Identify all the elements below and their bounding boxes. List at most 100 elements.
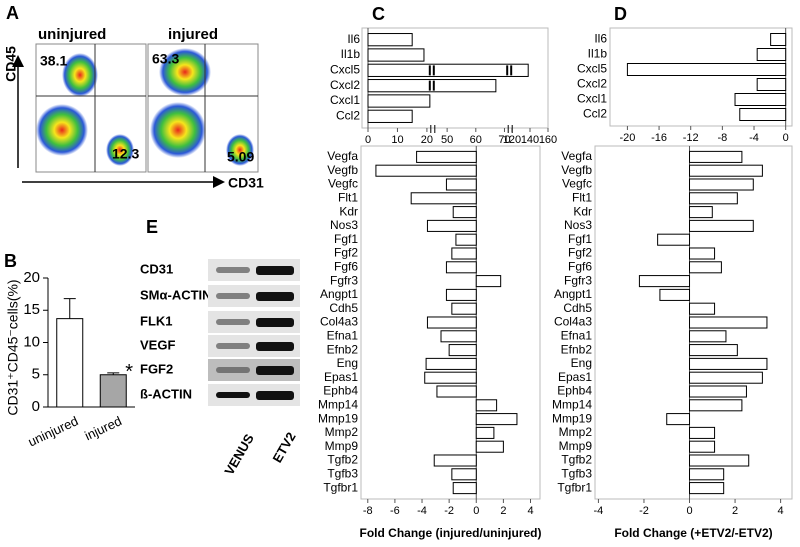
y-tick-label: 0 (32, 398, 40, 415)
band (256, 391, 294, 400)
category-label: Nos3 (564, 218, 592, 232)
bar (689, 468, 725, 481)
bar (689, 247, 716, 260)
x-tick-label: -4 (417, 505, 427, 517)
quadrant-value: 63.3 (152, 51, 179, 67)
band (256, 292, 294, 301)
x-tick-label: 4 (527, 505, 533, 517)
flow-plot (35, 43, 259, 173)
bar (689, 371, 763, 384)
quadrant-value: 5.09 (227, 149, 254, 165)
plot-frame (361, 27, 549, 129)
bar (626, 63, 787, 76)
bar (99, 374, 127, 408)
protein-label: FGF2 (140, 361, 173, 376)
band (216, 267, 250, 273)
lane-label: ETV2 (269, 430, 298, 466)
bar (734, 93, 787, 106)
x-tick-label: 70 (498, 134, 510, 146)
panel-letter: B (4, 251, 17, 271)
category-label: Efnb2 (561, 342, 593, 356)
bar (440, 330, 477, 343)
band (216, 293, 250, 299)
lane-label: VENUS (221, 431, 257, 478)
axis-label: CD45 (3, 46, 19, 82)
bar (475, 426, 495, 439)
category-label: Ephb4 (323, 384, 358, 398)
category-label: Fgf2 (334, 246, 358, 260)
bar (475, 399, 498, 412)
bar (367, 109, 413, 123)
quadrant-value: 12.3 (112, 146, 139, 162)
bar (475, 413, 518, 426)
category-label: Mmp14 (318, 397, 358, 411)
bar (425, 357, 477, 370)
x-tick-label: 2 (732, 505, 738, 517)
x-tick-label: -8 (717, 132, 727, 144)
x-tick-label: 10 (391, 134, 403, 146)
band (256, 318, 294, 327)
category-label: Tgfbr1 (323, 480, 358, 494)
category-label: Flt1 (572, 190, 592, 204)
x-tick-label: 2 (500, 505, 506, 517)
band (216, 343, 250, 349)
blot-strip (208, 311, 300, 333)
x-axis-label: Fold Change (+ETV2/-ETV2) (614, 526, 772, 540)
category-label: Mmp19 (552, 411, 592, 425)
bar (426, 316, 477, 329)
category-label: Mmp2 (559, 425, 593, 439)
bar (689, 330, 727, 343)
category-label: Il1b (341, 47, 361, 61)
bar (475, 440, 504, 453)
bar (445, 288, 477, 301)
protein-label: SMα-ACTIN (140, 287, 212, 302)
x-tick-label: -4 (749, 132, 759, 144)
bar (375, 164, 477, 177)
category-label: Il1b (588, 47, 608, 61)
plot-frame (609, 27, 793, 127)
category-label: Tgfb2 (561, 453, 592, 467)
x-tick-label: 140 (521, 134, 539, 146)
band (216, 319, 250, 325)
category-label: Angpt1 (320, 287, 358, 301)
category-label: Cdh5 (563, 301, 592, 315)
bar (756, 78, 787, 91)
category-label: Mmp19 (318, 411, 358, 425)
bar (689, 206, 713, 219)
category-label: Cxcl1 (330, 93, 360, 107)
x-tick-label: 0 (365, 134, 371, 146)
y-tick-label: 5 (32, 366, 40, 383)
bar (659, 288, 691, 301)
bar (689, 344, 738, 357)
bar (689, 150, 743, 163)
blot-strip (208, 384, 300, 406)
bar (436, 385, 477, 398)
plot-title: injured (168, 26, 218, 43)
x-tick-label: 60 (470, 134, 482, 146)
category-label: Cxcl2 (577, 77, 607, 91)
category-label: Efnb2 (327, 342, 359, 356)
y-axis-label: CD31⁺CD45⁻cells(%) (5, 279, 21, 415)
category-label: Ccl2 (583, 107, 607, 121)
category-label: Fgf6 (334, 259, 358, 273)
category-label: Vegfb (327, 163, 358, 177)
bar (448, 344, 477, 357)
x-tick-label: injured (82, 413, 124, 443)
band (216, 392, 250, 398)
bar (689, 219, 754, 232)
bar (445, 261, 477, 274)
category-label: Cxcl2 (330, 78, 360, 92)
category-label: Angpt1 (554, 287, 592, 301)
category-label: Mmp14 (552, 397, 592, 411)
axis-break (507, 125, 513, 133)
category-label: Mmp9 (325, 439, 359, 453)
blot-strip (208, 359, 300, 381)
bar-break (428, 80, 435, 91)
error-bar (63, 298, 76, 319)
category-label: Ephb4 (557, 384, 592, 398)
category-label: Vegfb (561, 163, 592, 177)
category-label: Efna1 (561, 328, 593, 342)
x-tick-label: 50 (441, 134, 453, 146)
category-label: Vegfa (327, 149, 358, 163)
